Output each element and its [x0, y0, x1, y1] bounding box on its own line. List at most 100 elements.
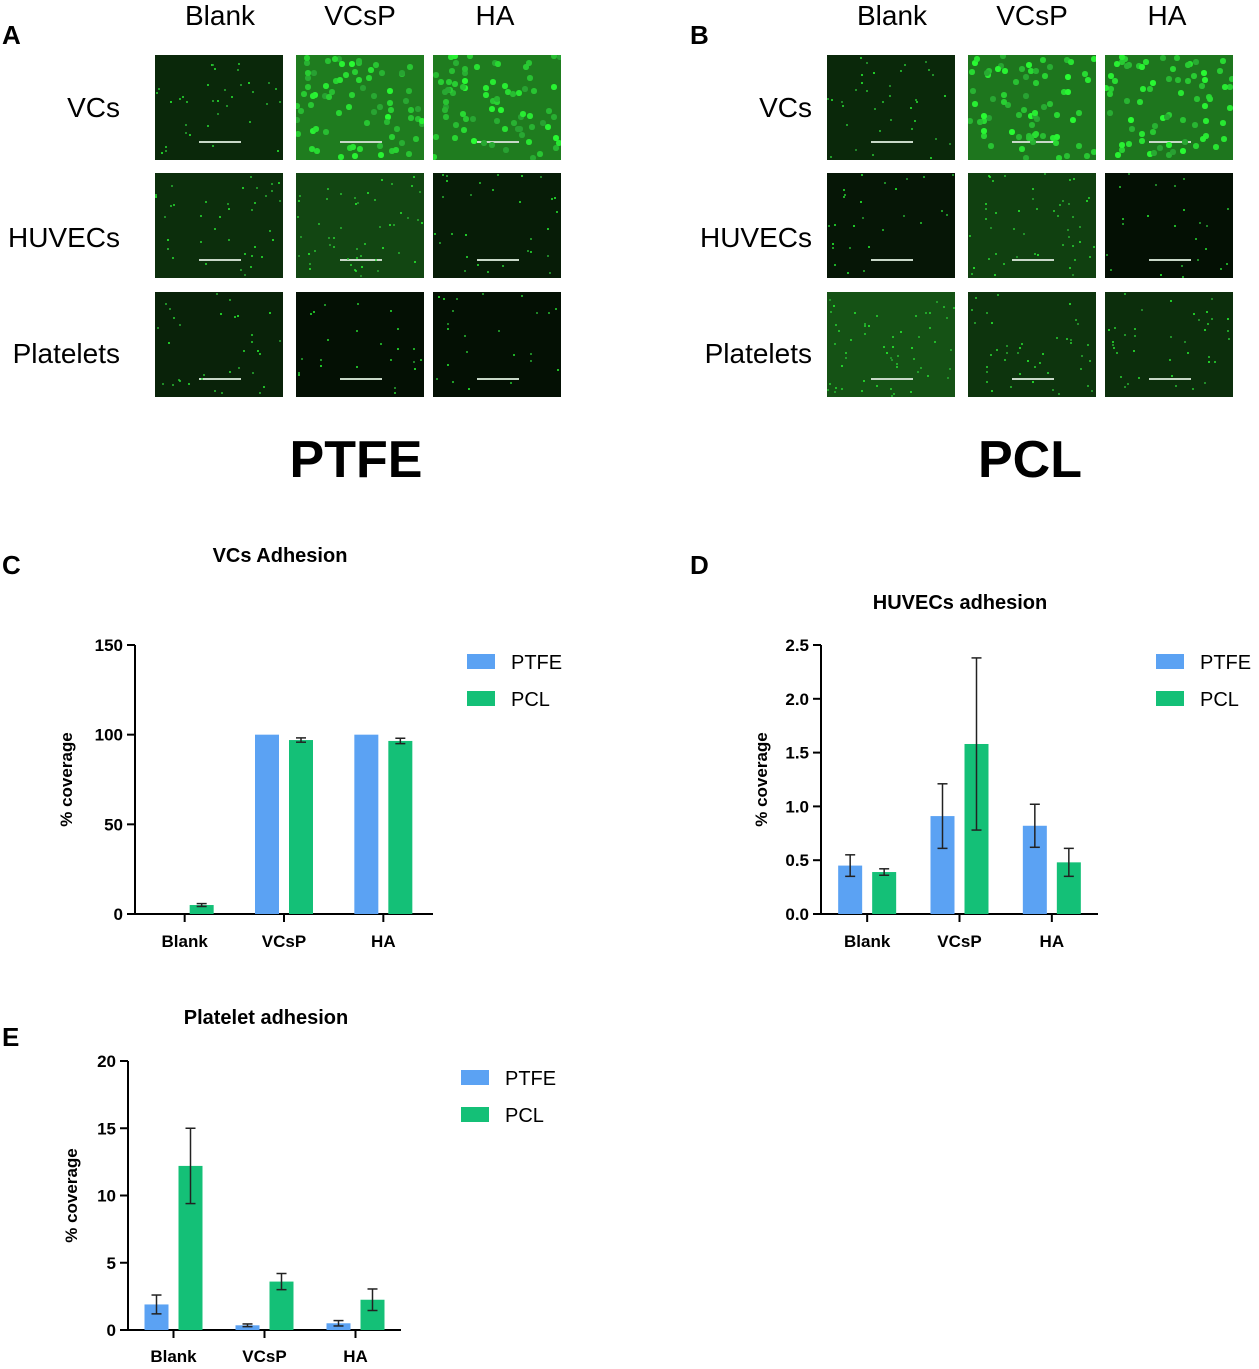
chart-platelet-adhesion: Platelet adhesion % coverage 0 5 10 15 20 Blank…	[62, 1007, 556, 1366]
cell-dots	[968, 55, 970, 57]
ptfe-row-head-huvecs: HUVECs	[7, 222, 120, 253]
x-tick-label: Blank	[844, 932, 891, 951]
micrograph-ptfe-huvecs-vcsp	[296, 173, 424, 278]
ptfe-col-head-blank: Blank	[184, 0, 256, 31]
y-axis-label: % coverage	[62, 1148, 81, 1243]
y-axis-label: % coverage	[57, 732, 76, 827]
chart-title: HUVECs adhesion	[873, 592, 1047, 614]
micrograph-ptfe-platelets-vcsp	[296, 292, 424, 397]
legend-swatch-ptfe	[461, 1070, 489, 1085]
pcl-col-head-blank: Blank	[856, 0, 928, 31]
x-tick-label: Blank	[162, 932, 209, 951]
legend-label-pcl: PCL	[505, 1105, 544, 1127]
x-tick-label: HA	[1040, 932, 1065, 951]
cell-dots	[296, 292, 298, 294]
micrograph-ptfe-platelets-blank	[155, 292, 283, 397]
y-axis-label: % coverage	[752, 732, 771, 827]
x-tick-label: HA	[371, 932, 396, 951]
micrograph-pcl-huvecs-blank	[827, 173, 955, 278]
legend-swatch-pcl	[461, 1107, 489, 1122]
ptfe-col-head-ha: HA	[475, 0, 515, 31]
material-title-ptfe: PTFE	[289, 431, 423, 489]
legend-label-ptfe: PTFE	[511, 652, 562, 674]
micrograph-pcl-vcs-blank	[827, 55, 955, 160]
micrograph-pcl-vcs-vcsp	[968, 55, 1096, 160]
y-tick-label: 0.5	[785, 851, 809, 870]
y-tick-label: 2.5	[785, 636, 809, 655]
panel-letter-e: E	[2, 1022, 20, 1052]
cell-dots	[1105, 173, 1107, 175]
legend-swatch-pcl	[467, 691, 495, 706]
chart-title: VCs Adhesion	[213, 545, 348, 567]
micrograph-pcl-platelets-ha	[1105, 292, 1233, 397]
bar-ptfe	[354, 734, 379, 914]
cell-dots	[827, 292, 829, 294]
cell-dots	[433, 173, 435, 175]
ptfe-row-head-vcs: VCs	[67, 92, 120, 123]
micrograph-pcl-vcs-ha	[1105, 55, 1233, 160]
chart-huvecs-adhesion: HUVECs adhesion % coverage 0.0 0.5 1.0 1.5 2.0…	[752, 592, 1251, 951]
micrograph-ptfe-vcs-blank	[155, 55, 283, 160]
micrograph-pcl-platelets-vcsp	[968, 292, 1096, 397]
bar-ptfe	[235, 1325, 260, 1330]
cell-dots	[968, 292, 970, 294]
micrograph-pcl-huvecs-ha	[1105, 173, 1233, 278]
micrograph-ptfe-platelets-ha	[433, 292, 561, 397]
y-tick-label: 10	[97, 1187, 116, 1206]
legend-label-ptfe: PTFE	[505, 1068, 556, 1090]
cell-dots	[827, 55, 829, 57]
y-tick-label: 20	[97, 1052, 116, 1071]
cell-dots	[155, 292, 157, 294]
y-tick-label: 1.5	[785, 744, 809, 763]
bar-pcl	[388, 740, 413, 914]
cell-dots	[296, 55, 298, 57]
chart-vcs-adhesion: VCs Adhesion % coverage 0 50 100 150 Blank VCsP…	[57, 545, 562, 951]
micrograph-pcl-huvecs-vcsp	[968, 173, 1096, 278]
y-tick-label: 50	[104, 815, 123, 834]
y-tick-label: 1.0	[785, 797, 809, 816]
x-tick-label: VCsP	[937, 932, 981, 951]
micrograph-ptfe-huvecs-ha	[433, 173, 561, 278]
x-tick-label: VCsP	[262, 932, 306, 951]
cell-dots	[433, 55, 435, 57]
legend-label-ptfe: PTFE	[1200, 652, 1251, 674]
legend-swatch-ptfe	[1156, 654, 1184, 669]
micrograph-ptfe-vcs-vcsp	[296, 55, 424, 160]
y-tick-label: 150	[95, 636, 123, 655]
y-tick-label: 0	[107, 1321, 116, 1340]
cell-dots	[827, 173, 829, 175]
ptfe-col-head-vcsp: VCsP	[324, 0, 396, 31]
pcl-row-head-huvecs: HUVECs	[699, 222, 812, 253]
material-title-pcl: PCL	[978, 431, 1082, 489]
x-tick-label: Blank	[150, 1347, 197, 1366]
cell-dots	[155, 173, 157, 175]
x-tick-label: VCsP	[242, 1347, 286, 1366]
ptfe-row-head-platelets: Platelets	[12, 338, 120, 369]
bar-pcl	[189, 905, 214, 914]
cell-dots	[433, 292, 435, 294]
y-tick-label: 15	[97, 1119, 116, 1138]
legend-label-pcl: PCL	[1200, 689, 1239, 711]
bar-pcl	[289, 740, 313, 914]
bar-pcl	[872, 872, 897, 914]
cell-dots	[1105, 55, 1107, 57]
legend-swatch-pcl	[1156, 691, 1184, 706]
y-tick-label: 100	[95, 726, 123, 745]
micrograph-pcl-platelets-blank	[827, 292, 955, 397]
panel-letter-b: B	[690, 20, 709, 50]
panel-letter-a: A	[2, 20, 21, 50]
cell-dots	[968, 173, 970, 175]
pcl-row-head-platelets: Platelets	[704, 338, 812, 369]
panel-letter-c: C	[2, 550, 21, 580]
cell-dots	[1105, 292, 1107, 294]
legend-swatch-ptfe	[467, 654, 495, 669]
micrograph-ptfe-vcs-ha	[433, 55, 561, 160]
pcl-col-head-ha: HA	[1147, 0, 1187, 31]
y-tick-label: 0.0	[785, 905, 809, 924]
pcl-row-head-vcs: VCs	[759, 92, 812, 123]
y-tick-label: 5	[107, 1254, 116, 1273]
cell-dots	[155, 55, 157, 57]
y-tick-label: 2.0	[785, 690, 809, 709]
chart-title: Platelet adhesion	[184, 1007, 349, 1029]
pcl-col-head-vcsp: VCsP	[996, 0, 1068, 31]
